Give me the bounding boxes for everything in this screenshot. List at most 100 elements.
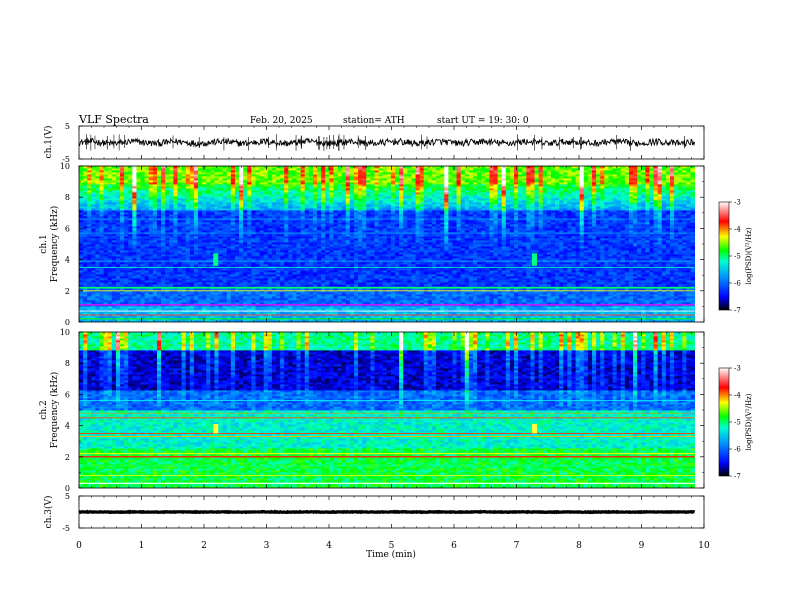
spectrogram-cell: [177, 258, 182, 261]
spectrogram-cell: [99, 290, 105, 293]
spectrogram-cell: [136, 194, 141, 197]
spectrogram-cell: [148, 312, 154, 315]
spectrogram-cell: [79, 298, 84, 301]
spectrogram-cell: [87, 184, 92, 187]
spectrogram-cell: [230, 214, 236, 217]
spectrogram-cell: [247, 284, 252, 287]
spectrogram-cell: [251, 208, 256, 211]
spectrogram-cell: [271, 262, 277, 265]
spectrogram-cell: [173, 282, 178, 285]
spectrogram-cell: [259, 282, 265, 285]
spectrogram-cell: [206, 208, 211, 211]
spectrogram-cell: [156, 208, 162, 211]
spectrogram-cell: [214, 194, 219, 197]
spectrogram-cell: [87, 208, 92, 211]
spectrogram-cell: [165, 188, 170, 191]
spectrogram-cell: [222, 280, 228, 283]
spectrogram-cell: [271, 298, 277, 301]
spectrogram-cell: [218, 210, 224, 213]
spectrogram-cell: [243, 294, 248, 297]
spectrogram-cell: [95, 174, 100, 177]
spectrogram-cell: [202, 228, 207, 231]
spectrogram-cell: [165, 290, 170, 293]
spectrogram-cell: [239, 284, 244, 287]
spectrogram-cell: [259, 254, 265, 257]
spectrogram-cell: [263, 202, 269, 205]
spectrogram-cell: [280, 186, 285, 189]
spectrogram-cell: [156, 284, 162, 287]
spectrogram-cell: [214, 184, 219, 187]
spectrogram-cell: [124, 170, 129, 173]
spectrogram-cell: [136, 268, 141, 271]
spectrogram-cell: [156, 234, 162, 237]
spectrogram-cell: [214, 282, 219, 285]
spectrogram-cell: [132, 202, 137, 205]
spectrogram-cell: [120, 196, 125, 199]
spectrogram-cell: [263, 278, 269, 281]
spectrogram-cell: [107, 180, 113, 183]
spectrogram-cell: [259, 250, 265, 253]
spectrogram-cell: [271, 202, 277, 205]
spectrogram-cell: [95, 212, 100, 215]
spectrogram-cell: [161, 282, 166, 285]
spectrogram-cell: [181, 180, 187, 183]
spectrogram-cell: [218, 280, 224, 283]
spectrogram-cell: [115, 226, 121, 229]
spectrogram-cell: [177, 272, 182, 275]
spectrogram-cell: [185, 178, 191, 181]
spectrogram-cell: [230, 280, 236, 283]
spectrogram-cell: [173, 228, 178, 231]
spectrogram-cell: [120, 216, 125, 219]
spectrogram-cell: [206, 316, 211, 319]
spectrogram-cell: [239, 200, 244, 203]
spectrogram-cell: [230, 282, 236, 285]
spectrogram-cell: [83, 216, 88, 219]
spectrogram-cell: [222, 202, 228, 205]
spectrogram-cell: [185, 302, 191, 305]
spectrogram-cell: [193, 272, 199, 275]
spectrogram-cell: [251, 166, 256, 169]
spectrogram-cell: [243, 248, 248, 251]
spectrogram-cell: [222, 234, 228, 237]
spectrogram-cell: [169, 226, 174, 229]
spectrogram-cell: [226, 184, 232, 187]
spectrogram-cell: [271, 246, 277, 249]
spectrogram-cell: [161, 240, 166, 243]
spectrogram-cell: [222, 256, 228, 259]
spectrogram-cell: [202, 214, 207, 217]
spectrogram-cell: [234, 206, 240, 209]
spectrogram-cell: [251, 186, 256, 189]
spectrogram-cell: [280, 210, 285, 213]
spectrogram-cell: [218, 200, 224, 203]
spectrogram-cell: [128, 320, 133, 322]
spectrogram-cell: [276, 190, 281, 193]
spectrogram-cell: [263, 242, 269, 245]
spectrogram-cell: [193, 250, 199, 253]
spectrogram-cell: [107, 274, 113, 277]
spectrogram-cell: [255, 254, 260, 257]
spectrogram-cell: [173, 204, 178, 207]
spectrogram-cell: [226, 272, 232, 275]
spectrogram-cell: [280, 166, 285, 169]
spectrogram-cell: [230, 174, 236, 177]
spectrogram-cell: [173, 192, 178, 195]
spectrogram-cell: [91, 272, 96, 275]
spectrogram-cell: [234, 214, 240, 217]
spectrogram-cell: [156, 210, 162, 213]
spectrogram-cell: [218, 240, 224, 243]
spectrogram-cell: [124, 174, 129, 177]
spectrogram-cell: [111, 228, 117, 231]
spectrogram-cell: [111, 212, 117, 215]
spectrogram-cell: [136, 170, 141, 173]
spectrogram-cell: [280, 290, 285, 293]
spectrogram-cell: [91, 292, 96, 295]
spectrogram-cell: [181, 182, 187, 185]
spectrogram-cell: [148, 192, 154, 195]
spectrogram-cell: [173, 190, 178, 193]
spectrogram-cell: [136, 258, 141, 261]
spectrogram-cell: [222, 306, 228, 309]
spectrogram-cell: [140, 300, 146, 303]
spectrogram-cell: [234, 186, 240, 189]
spectrogram-cell: [128, 296, 133, 299]
spectrogram-cell: [263, 178, 269, 181]
